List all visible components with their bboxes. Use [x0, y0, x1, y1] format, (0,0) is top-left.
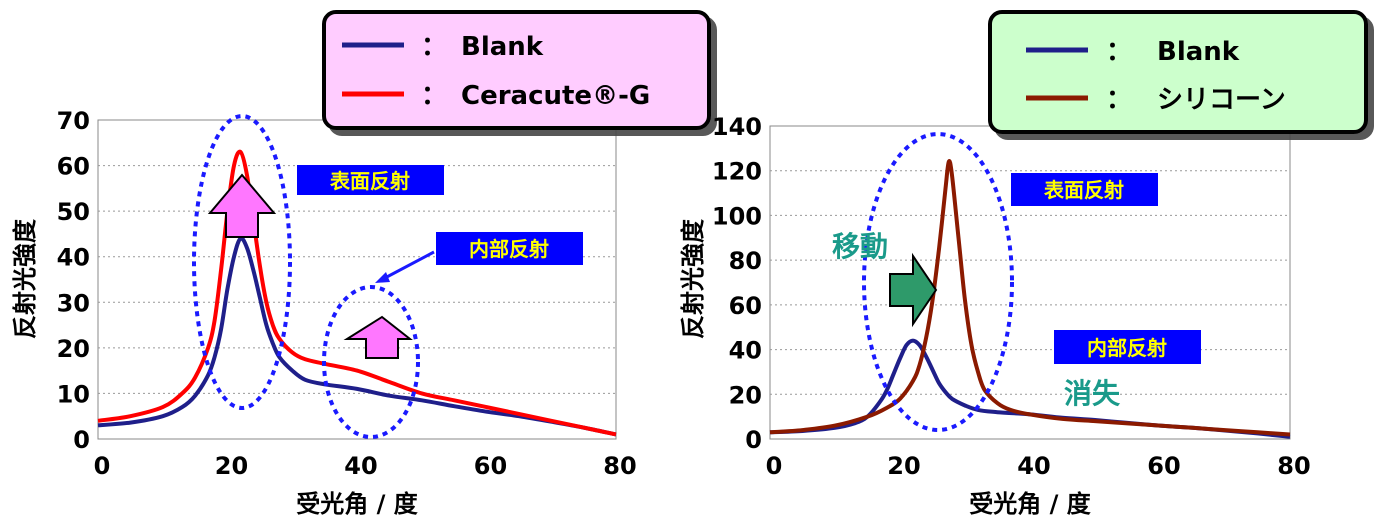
left-y-tick-label: 0 [73, 426, 90, 454]
right-vanish-label: 消失 [1064, 377, 1121, 410]
right-x-tick-labels: 0 20 40 60 80 [766, 452, 1311, 480]
right-internal-label: 内部反射 [1087, 336, 1167, 360]
left-series-lines [97, 149, 617, 437]
left-y-tick-label: 40 [57, 244, 90, 272]
left-internal-pointer [382, 250, 435, 281]
left-surface-label-box [297, 165, 444, 195]
left-y-axis-label: 反射光強度 [11, 218, 39, 339]
right-y-tick-labels: 0 20 40 60 80 100 120 140 [712, 113, 762, 454]
right-x-tick-label: 20 [887, 452, 920, 480]
right-surface-ellipse [862, 132, 1014, 432]
right-legend: ： Blank ： シリコーン [988, 10, 1368, 134]
left-y-tick-label: 50 [57, 198, 90, 226]
left-y-tick-labels: 0 10 20 30 40 50 60 70 [57, 107, 90, 454]
right-y-tick-label: 0 [745, 426, 762, 454]
right-y-tick-label: 60 [729, 292, 762, 320]
left-x-tick-label: 40 [344, 452, 377, 480]
left-y-tick-label: 20 [57, 335, 90, 363]
left-series-line-1 [97, 149, 617, 437]
right-x-tick-label: 40 [1017, 452, 1050, 480]
right-gridlines [770, 170, 1290, 395]
right-internal-label-box [1054, 330, 1201, 364]
right-series-line-1 [769, 159, 1291, 437]
left-x-tick-labels: 0 20 40 60 80 [94, 452, 637, 480]
left-series-line-0 [97, 236, 617, 437]
right-legend-marker-0: ： [1106, 37, 1132, 67]
left-surface-label: 表面反射 [330, 169, 410, 193]
left-x-tick-label: 20 [215, 452, 248, 480]
right-y-tick-label: 100 [712, 202, 762, 230]
left-legend-marker-1: ： [421, 81, 447, 111]
right-plot-area [769, 125, 1291, 440]
left-x-tick-label: 0 [94, 452, 111, 480]
left-internal-label-box [436, 232, 583, 265]
right-y-tick-label: 140 [712, 113, 762, 141]
left-legend-label-blank: Blank [461, 32, 544, 62]
left-x-tick-label: 60 [474, 452, 507, 480]
right-y-axis-label: 反射光強度 [679, 218, 707, 339]
left-x-axis-label: 受光角 / 度 [296, 490, 418, 518]
left-surface-ellipse [192, 114, 292, 410]
right-x-axis-label: 受光角 / 度 [969, 490, 1091, 518]
right-legend-marker-1: ： [1106, 85, 1132, 115]
right-y-tick-label: 40 [729, 337, 762, 365]
left-y-tick-label: 30 [57, 289, 90, 317]
right-series-lines [769, 159, 1291, 439]
right-move-label: 移動 [832, 230, 888, 263]
right-surface-label: 表面反射 [1044, 178, 1124, 202]
right-x-tick-label: 80 [1277, 452, 1310, 480]
left-internal-pointer-head [375, 272, 390, 283]
right-move-arrow [889, 252, 938, 328]
left-legend: ： Blank ： Ceracute®-G [322, 10, 711, 130]
left-up-arrow-large [207, 173, 277, 238]
right-y-tick-label: 80 [729, 247, 762, 275]
right-legend-label-blank: Blank [1157, 37, 1240, 67]
right-chart: 0 20 40 60 80 100 120 140 0 20 40 60 80 反射光強度 受光角 /… [679, 10, 1368, 518]
right-surface-label-box [1011, 173, 1158, 206]
right-y-tick-label: 20 [729, 381, 762, 409]
left-y-tick-label: 70 [57, 107, 90, 135]
right-x-tick-label: 60 [1147, 452, 1180, 480]
left-legend-marker-0: ： [421, 32, 447, 62]
right-y-tick-label: 120 [712, 158, 762, 186]
left-up-arrow-small [343, 315, 413, 359]
left-internal-ellipse [322, 285, 420, 439]
right-x-tick-label: 0 [766, 452, 783, 480]
left-internal-label: 内部反射 [469, 237, 549, 261]
left-x-tick-label: 80 [603, 452, 636, 480]
left-y-tick-label: 10 [57, 380, 90, 408]
right-legend-label-silicone: シリコーン [1157, 85, 1286, 115]
left-legend-label-ceracute: Ceracute®-G [461, 81, 650, 111]
left-y-tick-label: 60 [57, 153, 90, 181]
